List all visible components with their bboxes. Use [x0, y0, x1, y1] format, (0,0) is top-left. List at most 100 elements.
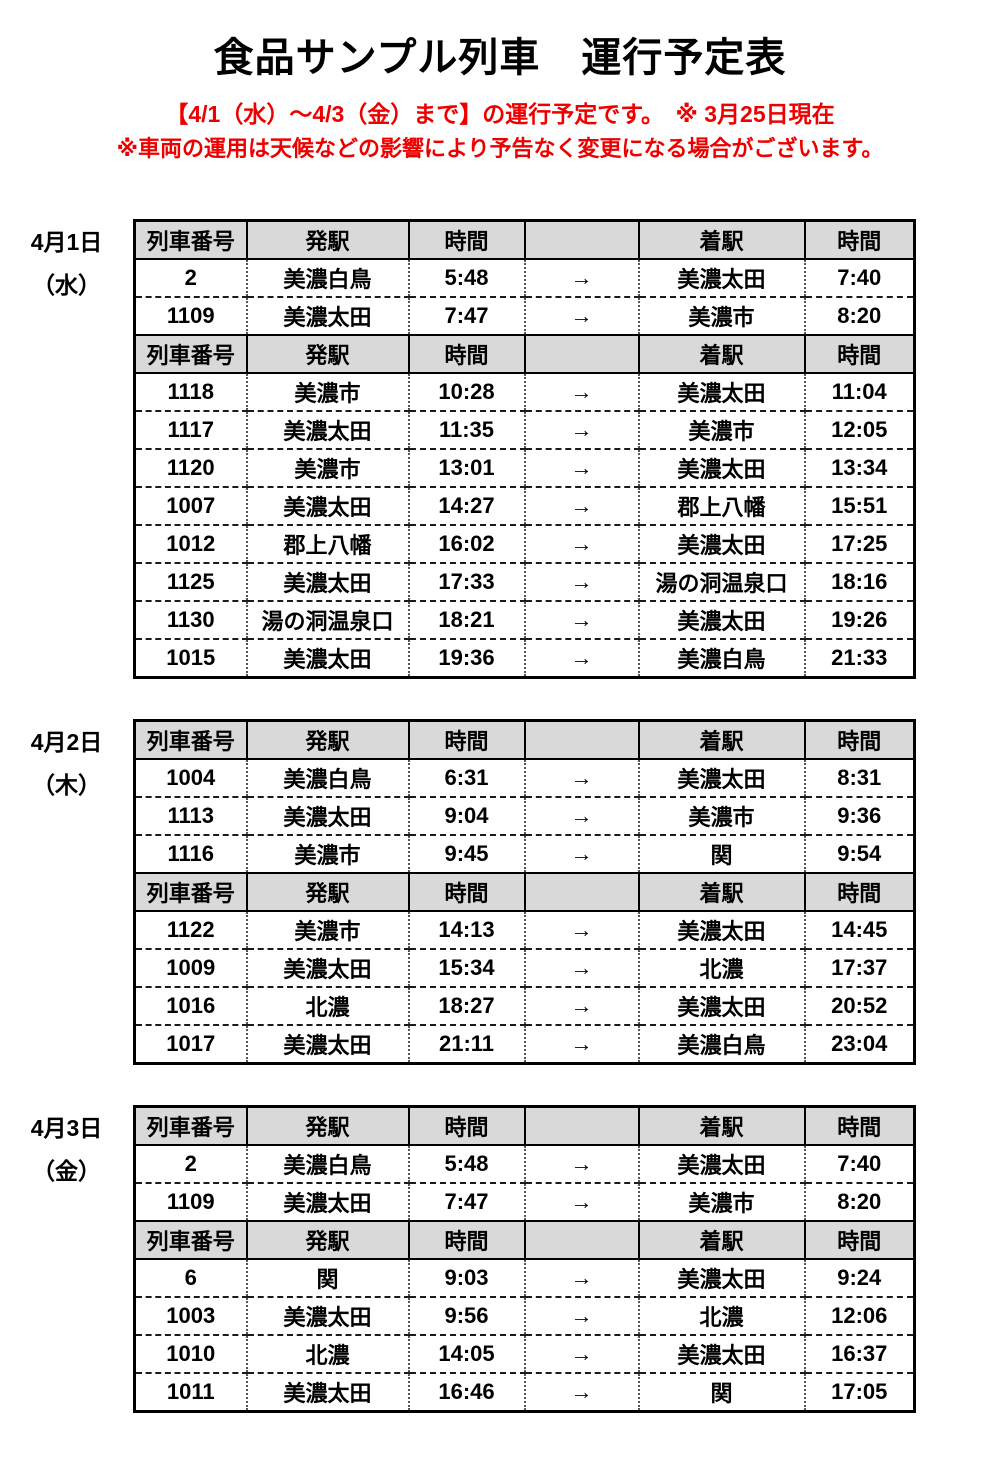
notice-period: 【4/1（水）～4/3（金）まで】の運行予定です。 ※ 3月25日現在 [165, 101, 835, 127]
arrival-time: 9:24 [803, 1258, 916, 1298]
departure-station: 北濃 [245, 986, 410, 1026]
arrival-station: 美濃太田 [637, 600, 806, 640]
direction-arrow: → [523, 986, 640, 1026]
departure-time: 11:35 [407, 410, 526, 450]
notice-disclaimer: ※車両の運用は天候などの影響により予告なく変更になる場合がございます。 [116, 136, 884, 161]
arrival-station: 関 [637, 1372, 806, 1413]
column-header: 時間 [407, 219, 526, 260]
direction-arrow: → [523, 1296, 640, 1336]
column-header: 時間 [803, 1105, 916, 1146]
departure-station: 美濃白鳥 [245, 758, 410, 798]
column-header: 列車番号 [133, 219, 248, 260]
direction-arrow: → [523, 1024, 640, 1065]
departure-time: 14:05 [407, 1334, 526, 1374]
direction-arrow: → [523, 758, 640, 798]
arrival-station: 美濃市 [637, 410, 806, 450]
column-header: 発駅 [245, 219, 410, 260]
direction-arrow: → [523, 1258, 640, 1298]
table-row: 1009 美濃太田 15:34 → 北濃 17:37 [133, 948, 916, 988]
column-header: 列車番号 [133, 872, 248, 912]
departure-station: 郡上八幡 [245, 524, 410, 564]
day-weekday: （木） [32, 772, 101, 798]
arrival-station: 美濃白鳥 [637, 638, 806, 679]
arrival-time: 9:36 [803, 796, 916, 836]
direction-arrow: → [523, 296, 640, 336]
day-label: 4月2日 （木） [0, 719, 133, 807]
table-row: 1007 美濃太田 14:27 → 郡上八幡 15:51 [133, 486, 916, 526]
departure-station: 美濃太田 [245, 1024, 410, 1065]
train-number: 1120 [133, 448, 248, 488]
day-weekday: （水） [32, 272, 101, 298]
column-header: 時間 [803, 1220, 916, 1260]
direction-arrow: → [523, 910, 640, 950]
train-number: 1116 [133, 834, 248, 874]
arrival-station: 美濃太田 [637, 524, 806, 564]
schedule-table-april-1: 列車番号 発駅 時間 着駅 時間 2 美濃白鳥 5:48 → 美濃太田 7:40 1109 美濃太田 7:… [133, 219, 916, 679]
train-number: 1011 [133, 1372, 248, 1413]
arrival-time: 8:20 [803, 1182, 916, 1222]
table-row: 1017 美濃太田 21:11 → 美濃白鳥 23:04 [133, 1024, 916, 1065]
train-number: 1017 [133, 1024, 248, 1065]
direction-arrow: → [523, 372, 640, 412]
arrival-time: 17:37 [803, 948, 916, 988]
schedule-table-april-2: 列車番号 発駅 時間 着駅 時間 1004 美濃白鳥 6:31 → 美濃太田 8:31 1113 美濃太… [133, 719, 916, 1065]
column-header [523, 219, 640, 260]
direction-arrow: → [523, 524, 640, 564]
departure-time: 9:03 [407, 1258, 526, 1298]
column-header: 着駅 [637, 219, 806, 260]
departure-station: 美濃市 [245, 910, 410, 950]
direction-arrow: → [523, 638, 640, 679]
departure-time: 17:33 [407, 562, 526, 602]
arrival-time: 14:45 [803, 910, 916, 950]
column-header: 着駅 [637, 872, 806, 912]
arrival-station: 美濃市 [637, 796, 806, 836]
column-header: 着駅 [637, 1105, 806, 1146]
departure-time: 10:28 [407, 372, 526, 412]
table-row: 1130 湯の洞温泉口 18:21 → 美濃太田 19:26 [133, 600, 916, 640]
train-number: 1007 [133, 486, 248, 526]
direction-arrow: → [523, 562, 640, 602]
departure-station: 美濃市 [245, 834, 410, 874]
train-number: 1125 [133, 562, 248, 602]
column-header [523, 334, 640, 374]
column-header [523, 719, 640, 760]
arrival-station: 美濃太田 [637, 1258, 806, 1298]
arrival-time: 12:06 [803, 1296, 916, 1336]
departure-station: 美濃白鳥 [245, 258, 410, 298]
train-number: 1122 [133, 910, 248, 950]
arrival-station: 美濃太田 [637, 758, 806, 798]
table-row: 1015 美濃太田 19:36 → 美濃白鳥 21:33 [133, 638, 916, 679]
day-date: 4月2日 [30, 729, 103, 755]
table-row: 6 関 9:03 → 美濃太田 9:24 [133, 1258, 916, 1298]
arrival-time: 16:37 [803, 1334, 916, 1374]
arrival-time: 23:04 [803, 1024, 916, 1065]
header-row: 列車番号 発駅 時間 着駅 時間 [133, 1105, 916, 1146]
header-row: 列車番号 発駅 時間 着駅 時間 [133, 1220, 916, 1260]
arrival-station: 美濃太田 [637, 910, 806, 950]
table-row: 1109 美濃太田 7:47 → 美濃市 8:20 [133, 1182, 916, 1222]
departure-station: 美濃太田 [245, 410, 410, 450]
table-row: 1120 美濃市 13:01 → 美濃太田 13:34 [133, 448, 916, 488]
departure-time: 5:48 [407, 1144, 526, 1184]
direction-arrow: → [523, 1372, 640, 1413]
departure-time: 7:47 [407, 1182, 526, 1222]
day-section-april-2: 4月2日 （木） 列車番号 発駅 時間 着駅 時間 1004 美濃白鳥 6:31 → 美濃太田 8:… [0, 719, 1000, 1065]
column-header: 時間 [407, 1105, 526, 1146]
train-number: 1003 [133, 1296, 248, 1336]
train-number: 1130 [133, 600, 248, 640]
column-header: 列車番号 [133, 1220, 248, 1260]
column-header: 時間 [803, 719, 916, 760]
direction-arrow: → [523, 1182, 640, 1222]
table-row: 1116 美濃市 9:45 → 関 9:54 [133, 834, 916, 874]
arrival-time: 15:51 [803, 486, 916, 526]
arrival-time: 7:40 [803, 1144, 916, 1184]
day-date: 4月1日 [30, 229, 103, 255]
header-row: 列車番号 発駅 時間 着駅 時間 [133, 334, 916, 374]
arrival-station: 美濃太田 [637, 1144, 806, 1184]
departure-time: 21:11 [407, 1024, 526, 1065]
column-header: 発駅 [245, 719, 410, 760]
table-row: 1016 北濃 18:27 → 美濃太田 20:52 [133, 986, 916, 1026]
table-row: 1012 郡上八幡 16:02 → 美濃太田 17:25 [133, 524, 916, 564]
table-row: 2 美濃白鳥 5:48 → 美濃太田 7:40 [133, 1144, 916, 1184]
day-section-april-1: 4月1日 （水） 列車番号 発駅 時間 着駅 時間 2 美濃白鳥 5:48 → 美濃太田 7:40 1… [0, 219, 1000, 679]
